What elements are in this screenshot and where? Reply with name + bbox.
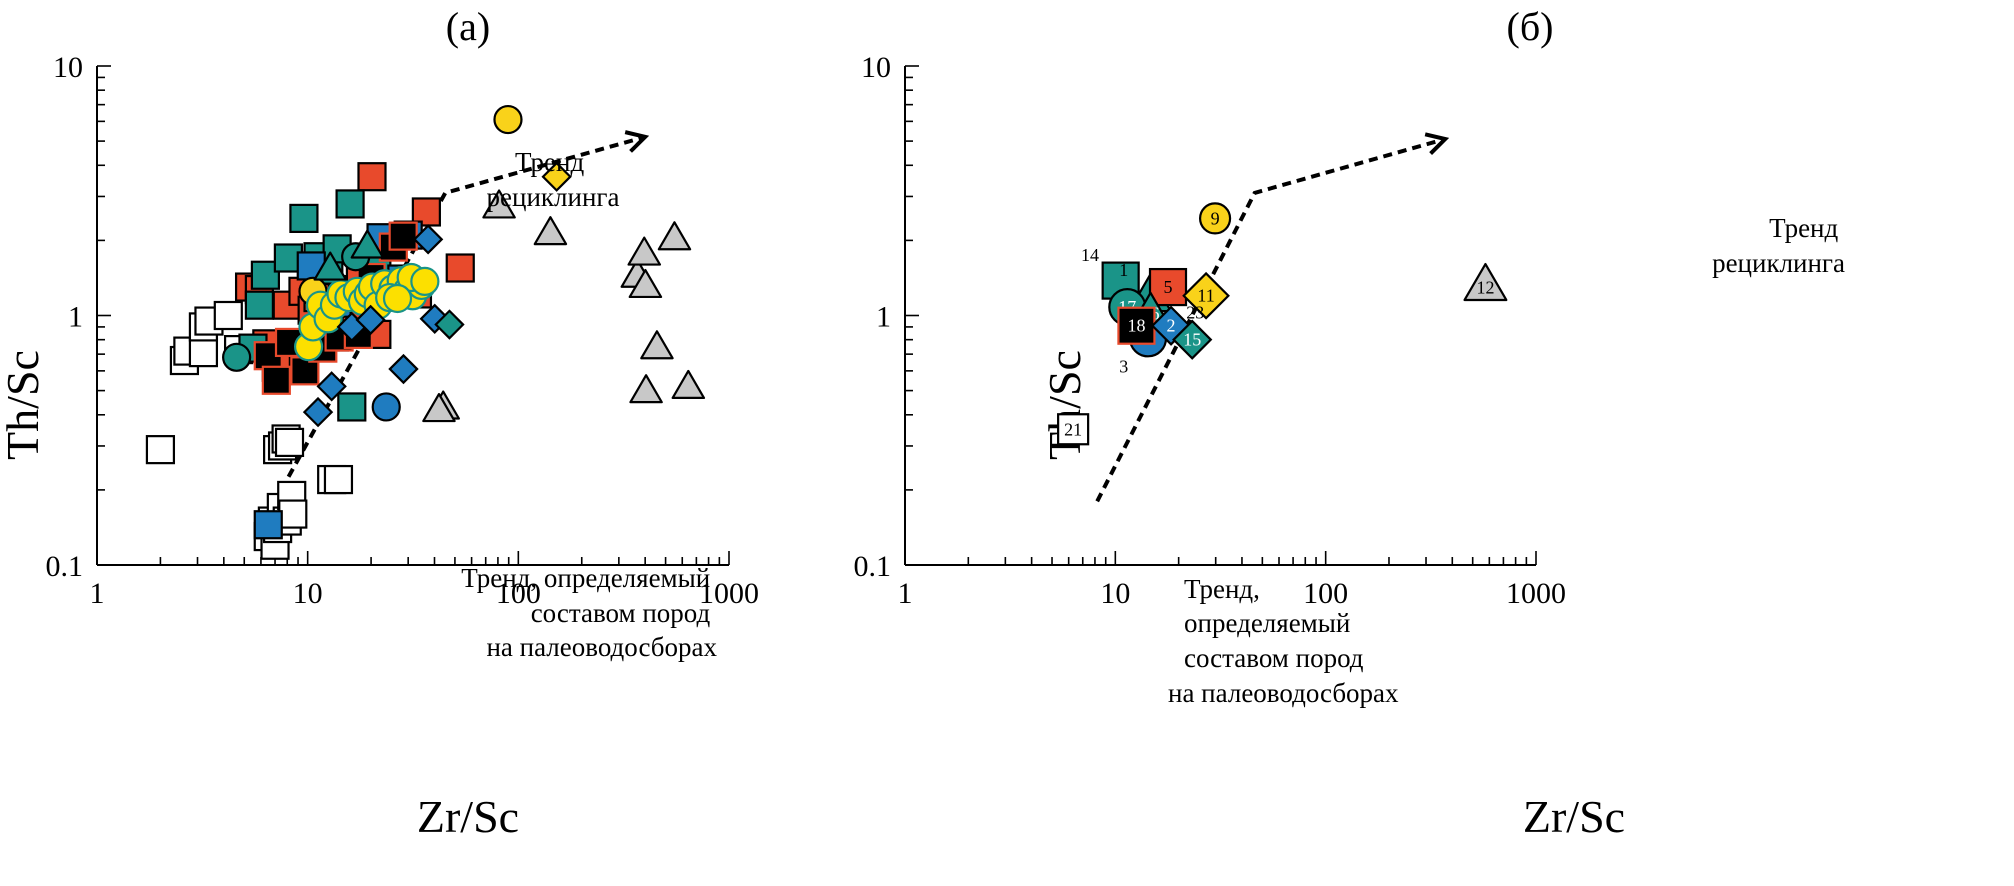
x-tick-label: 10 bbox=[293, 577, 323, 610]
square-point bbox=[253, 510, 283, 540]
y-tick-label: 0.1 bbox=[46, 550, 84, 583]
panel-b-xlabel: Zr/Sc bbox=[1523, 791, 1625, 842]
x-tick-label: 100 bbox=[1303, 577, 1348, 610]
square-point bbox=[357, 162, 387, 192]
x-tick-label: 1 bbox=[90, 577, 105, 610]
square-point bbox=[1057, 413, 1090, 446]
triangle-point bbox=[482, 189, 516, 219]
circle-point bbox=[1198, 202, 1232, 235]
square-point bbox=[388, 221, 418, 251]
recycling-trend-label: Тренд рециклинга bbox=[1712, 213, 1845, 278]
point-label: 9 bbox=[1211, 208, 1220, 228]
square-point bbox=[323, 464, 354, 495]
square-point bbox=[335, 189, 365, 219]
square-point bbox=[289, 203, 319, 234]
point-label: 11 bbox=[1197, 286, 1214, 306]
diamond-point bbox=[388, 353, 419, 385]
circle-point bbox=[222, 342, 252, 372]
diamond-point bbox=[355, 304, 386, 336]
source-trend-label: Тренд, определяемый составом пород на па… bbox=[461, 563, 717, 662]
panel-a-title: (а) bbox=[446, 4, 490, 49]
panel-b-annotations: Тренд рециклинга Тренд, определяемый сос… bbox=[1168, 213, 1845, 708]
diamond-point bbox=[1182, 271, 1230, 320]
triangle-point bbox=[627, 236, 662, 266]
diamond-point bbox=[434, 309, 465, 340]
recycling-trend-label: Тренд рециклинга bbox=[487, 147, 620, 212]
square-point bbox=[278, 499, 308, 529]
square-point bbox=[1148, 267, 1188, 307]
triangle-point bbox=[313, 251, 348, 281]
point-label: 14 bbox=[1081, 245, 1099, 265]
square-point bbox=[445, 253, 475, 283]
trend-arrow bbox=[1095, 139, 1445, 503]
triangle-point bbox=[671, 369, 706, 399]
source-trend-label: Тренд, определяемый составом пород на па… bbox=[1168, 574, 1399, 708]
square-point bbox=[213, 300, 243, 331]
x-tick-label: 1000 bbox=[1506, 577, 1566, 610]
y-tick-label: 1 bbox=[68, 301, 83, 334]
point-label: 12 bbox=[1476, 278, 1494, 298]
square-point bbox=[274, 427, 305, 458]
triangle-point bbox=[657, 221, 692, 251]
x-tick-label: 1000 bbox=[699, 577, 759, 610]
triangle-point bbox=[422, 393, 456, 423]
triangle-point bbox=[1463, 262, 1508, 302]
square-point bbox=[244, 290, 274, 320]
panel-b-trend-line bbox=[1095, 139, 1445, 503]
diamond-point bbox=[541, 161, 572, 192]
x-tick-label: 100 bbox=[496, 577, 541, 610]
point-label: 2 bbox=[1167, 316, 1176, 336]
circle-point bbox=[410, 266, 440, 296]
triangle-point bbox=[629, 374, 663, 404]
triangle-point bbox=[628, 268, 663, 299]
square-point bbox=[261, 365, 291, 395]
diamond-point bbox=[1172, 319, 1213, 360]
point-label: 21 bbox=[1064, 419, 1082, 439]
panel-a-ylabel: Th/Sc bbox=[0, 350, 48, 460]
panel-a-annotations: Тренд рециклинга Тренд, определяемый сос… bbox=[461, 147, 717, 662]
y-tick-label: 1 bbox=[876, 301, 891, 334]
panel-b-title: (б) bbox=[1507, 4, 1554, 49]
point-label: 23 bbox=[1186, 302, 1204, 322]
triangle-point bbox=[533, 216, 568, 246]
panel-a-xlabel: Zr/Sc bbox=[417, 791, 519, 842]
panel-a-points bbox=[145, 104, 706, 560]
y-tick-label: 0.1 bbox=[854, 550, 892, 583]
diamond-point bbox=[412, 224, 444, 255]
point-label: 15 bbox=[1183, 330, 1201, 350]
diamond-point bbox=[316, 371, 347, 402]
circle-point bbox=[371, 392, 401, 422]
square-point bbox=[188, 338, 219, 368]
panel-b-points: 14159171611231231821521 bbox=[1057, 202, 1508, 446]
x-tick-label: 10 bbox=[1100, 577, 1130, 610]
square-point bbox=[1117, 306, 1156, 345]
triangle-point bbox=[640, 330, 674, 360]
x-tick-label: 1 bbox=[898, 577, 913, 610]
y-tick-label: 10 bbox=[861, 51, 891, 84]
square-point bbox=[145, 435, 176, 465]
triangle-point bbox=[350, 229, 385, 259]
point-label: 3 bbox=[1119, 357, 1128, 377]
y-tick-label: 10 bbox=[53, 51, 83, 84]
square-point bbox=[337, 392, 367, 422]
point-label: 1 bbox=[1119, 260, 1128, 280]
circle-point bbox=[493, 104, 523, 135]
point-label: 18 bbox=[1127, 316, 1145, 336]
circle-point bbox=[382, 283, 413, 314]
point-label: 5 bbox=[1164, 277, 1173, 297]
diamond-point bbox=[302, 396, 334, 428]
